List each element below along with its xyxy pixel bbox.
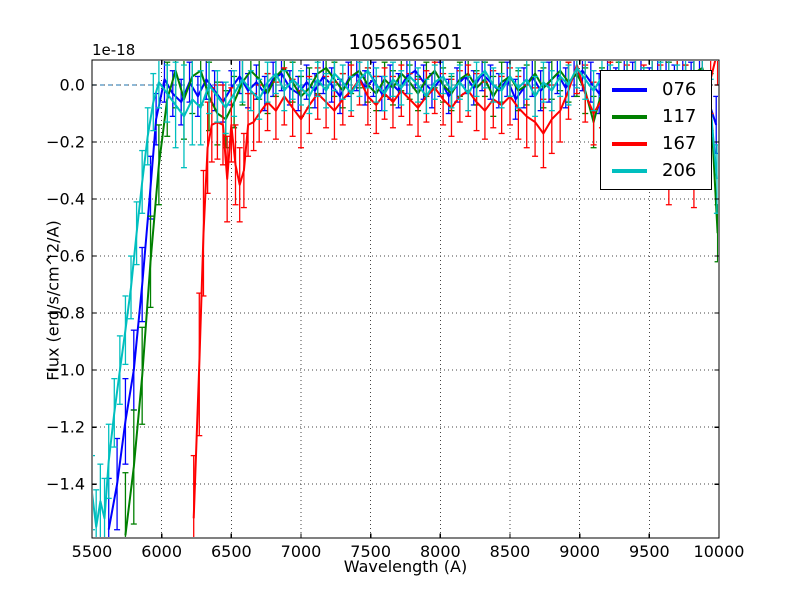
x-tick-label: 10000 [694, 542, 745, 561]
legend-label: 167 [662, 132, 697, 154]
y-tick-label: −1.0 [46, 361, 85, 380]
legend: 076 117 167 206 [600, 70, 712, 190]
legend-label: 117 [662, 105, 697, 127]
legend-entry: 206 [612, 157, 711, 184]
x-tick-label: 9000 [559, 542, 600, 561]
tick-labels: 5500 6000 6500 7000 7500 8000 8500 9000 9500 1000… [46, 76, 744, 561]
legend-line-swatch [612, 141, 647, 146]
legend-label: 206 [662, 159, 697, 181]
y-tick-label: −0.4 [46, 190, 85, 209]
legend-line-swatch [612, 87, 647, 92]
legend-label: 076 [662, 78, 697, 100]
axes-frame [91, 59, 720, 539]
y-tick-label: −0.2 [46, 133, 85, 152]
x-tick-label: 6000 [141, 542, 182, 561]
x-axis-label: Wavelength (A) [343, 557, 468, 576]
legend-line-swatch [612, 168, 647, 173]
x-tick-label: 9500 [629, 542, 670, 561]
y-tick-label: −0.8 [46, 304, 85, 323]
y-axis-offset-text: 1e-18 [92, 41, 136, 59]
x-tick-label: 7500 [350, 542, 391, 561]
legend-line-swatch [612, 114, 647, 119]
chart-title: 105656501 [348, 30, 463, 54]
x-tick-label: 8000 [420, 542, 461, 561]
x-tick-label: 6500 [211, 542, 252, 561]
legend-entry: 167 [612, 130, 711, 157]
x-tick-label: 8500 [490, 542, 531, 561]
y-tick-label: 0.0 [60, 76, 85, 95]
x-tick-label: 5500 [72, 542, 113, 561]
legend-entry: 117 [612, 103, 711, 130]
y-tick-label: −0.6 [46, 247, 85, 266]
y-axis-label: Flux (erg/s/cm^2/A) [43, 220, 63, 381]
y-tick-label: −1.2 [46, 418, 85, 437]
x-tick-label: 7000 [281, 542, 322, 561]
legend-entry: 076 [612, 76, 711, 103]
y-tick-label: −1.4 [46, 475, 85, 494]
